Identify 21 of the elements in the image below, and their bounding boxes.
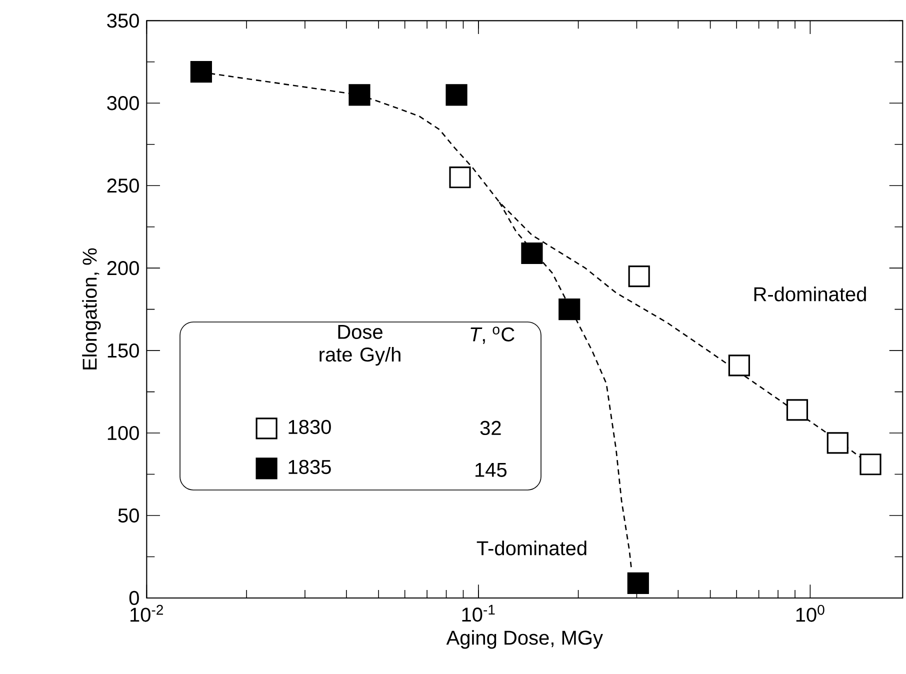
x-axis-title: Aging Dose, MGy <box>446 630 603 649</box>
y-axis-title: Elongation, % <box>82 248 101 370</box>
annotation: T-dominated <box>476 540 586 556</box>
legend-label: 1830 <box>288 420 331 434</box>
y-tick-label: 50 <box>118 508 139 523</box>
y-tick-label: 300 <box>107 96 139 110</box>
y-tick-label: 150 <box>108 343 139 358</box>
annotation: 145 <box>476 463 507 477</box>
annotation: 32 <box>480 420 501 436</box>
y-tick-label: 250 <box>107 178 139 193</box>
legend-label: 1835 <box>288 460 331 474</box>
x-tick-label: 10$^{0}$ <box>796 604 824 622</box>
y-tick-label: 200 <box>107 261 139 276</box>
x-tick-label: 10$^{-1}$ <box>462 604 495 622</box>
y-tick-label: 350 <box>107 14 139 28</box>
annotation: T, $^{o}$C <box>470 326 514 344</box>
legend-title: Dose rate Gy/h <box>320 325 400 366</box>
x-tick-label: 10$^{-2}$ <box>130 604 163 622</box>
y-tick-label: 100 <box>108 426 139 440</box>
y-tick-label: 0 <box>129 590 139 606</box>
annotation: R-dominated <box>754 286 866 302</box>
